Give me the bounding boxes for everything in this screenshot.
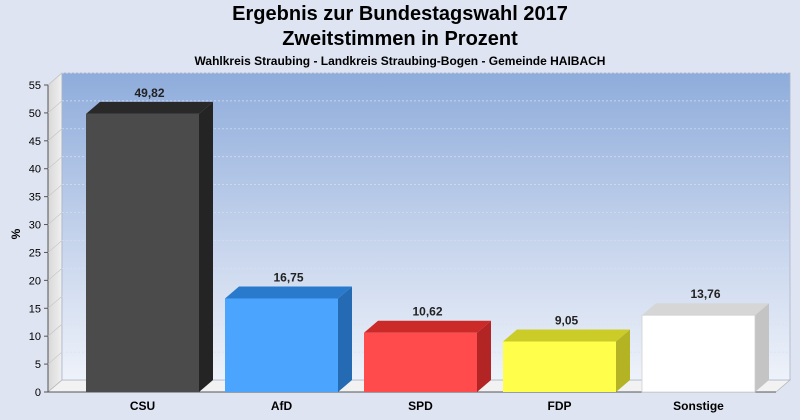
gridline-wall (47, 156, 63, 169)
data-label: 9,05 (555, 313, 579, 327)
bar-side (338, 286, 352, 392)
bar-top (503, 329, 630, 342)
bar-top (86, 101, 213, 114)
bar-side (616, 329, 630, 392)
chart-title: Ergebnis zur Bundestagswahl 2017 (232, 3, 568, 25)
gridline-wall (47, 351, 63, 365)
data-label: 16,75 (273, 271, 303, 285)
y-tick-label: 50 (29, 108, 41, 120)
y-tick-label: 5 (35, 359, 41, 371)
y-tick-label: 20 (29, 275, 41, 287)
bar-spd (364, 320, 491, 392)
bar-side (199, 101, 213, 392)
data-label: 10,62 (412, 305, 442, 319)
side-wall (47, 72, 63, 393)
y-tick-label: 25 (29, 247, 41, 259)
gridline-wall (47, 128, 63, 142)
y-tick-label: 45 (29, 136, 41, 148)
gridline-wall (47, 184, 63, 197)
bar-top (225, 286, 352, 299)
gridline-wall (47, 323, 63, 337)
bar-fdp (503, 329, 630, 392)
gridline-wall (47, 212, 63, 225)
bar-top (364, 320, 491, 333)
bar (86, 113, 199, 392)
y-tick-label: 0 (35, 387, 41, 399)
chart-subtitle: Wahlkreis Straubing - Landkreis Straubin… (194, 54, 606, 68)
bar-side (477, 320, 491, 392)
gridline-wall (47, 296, 63, 309)
bar-top (642, 303, 769, 316)
y-tick-label: 55 (29, 80, 41, 92)
gridline-wall (47, 268, 63, 281)
y-tick-label: 40 (29, 164, 41, 176)
gridline-wall (47, 72, 63, 86)
y-axis-label: % (9, 228, 23, 239)
bar (364, 332, 477, 392)
bar-sonstige (641, 303, 769, 393)
y-tick-label: 15 (29, 303, 41, 315)
bar-csu (86, 101, 213, 392)
bar-afd (225, 286, 352, 392)
data-label: 13,76 (690, 287, 720, 301)
y-tick-label: 30 (29, 220, 41, 232)
x-tick-label: FDP (548, 399, 572, 413)
x-tick-label: AfD (271, 399, 293, 413)
bar (503, 341, 616, 392)
y-tick-label: 10 (29, 331, 41, 343)
y-tick-label: 35 (29, 192, 41, 204)
x-tick-label: SPD (408, 399, 433, 413)
bar-side (755, 303, 769, 392)
x-tick-label: CSU (130, 399, 155, 413)
gridline-wall (47, 240, 63, 253)
data-label: 49,82 (134, 86, 164, 100)
bar (641, 314, 756, 393)
bar (225, 298, 338, 392)
x-tick-label: Sonstige (673, 399, 724, 413)
chart-title-line2: Zweitstimmen in Prozent (282, 28, 518, 50)
gridline-wall (47, 100, 63, 114)
